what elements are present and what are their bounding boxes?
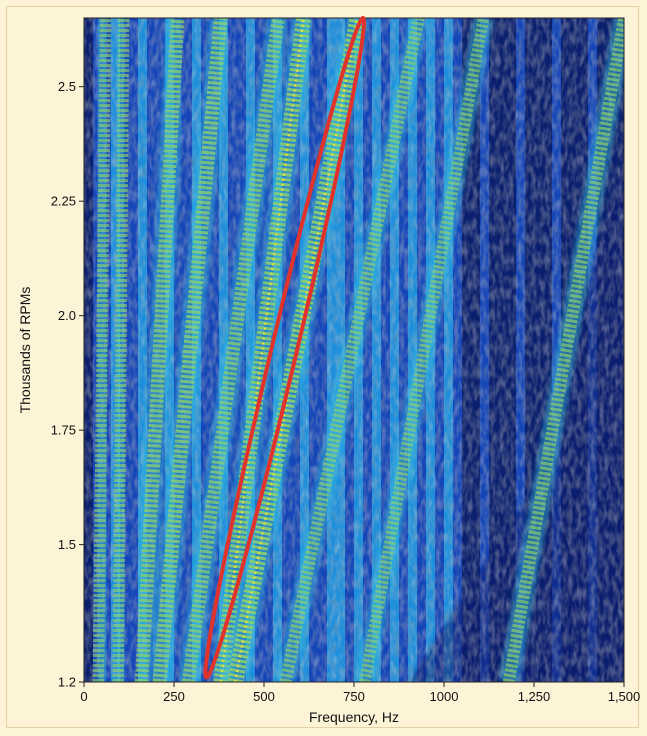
y-tick-label: 2.25 [51, 194, 76, 209]
order-track [502, 18, 624, 682]
x-tick-label: 1000 [430, 689, 459, 704]
order-track [112, 18, 130, 682]
annotation-layer [203, 15, 366, 680]
order-track [181, 18, 285, 682]
order-tracks [88, 18, 624, 682]
order-track-peak [219, 18, 305, 682]
order-track [134, 18, 185, 682]
chart-frame [6, 6, 639, 728]
x-tick-label: 750 [343, 689, 365, 704]
y-tick-label: 1.5 [58, 537, 76, 552]
x-tick-label: 1,500 [608, 689, 641, 704]
x-tick-label: 250 [163, 689, 185, 704]
order-track [92, 18, 112, 682]
x-tick-label: 500 [253, 689, 275, 704]
x-tick-label: 1,250 [518, 689, 551, 704]
y-tick-label: 1.2 [58, 675, 76, 690]
order-track [152, 18, 228, 682]
y-tick-label: 2.0 [58, 308, 76, 323]
order-track [359, 18, 490, 682]
y-axis: 1.2 1.5 1.75 2.0 2.25 2.5 [51, 79, 84, 690]
y-tick-label: 1.75 [51, 423, 76, 438]
y-axis-title: Thousands of RPMs [17, 287, 33, 414]
x-axis: 0 250 500 750 1000 1,250 1,500 [80, 682, 640, 704]
y-tick-label: 2.5 [58, 79, 76, 94]
x-tick-label: 0 [80, 689, 87, 704]
highlight-ellipse [203, 15, 366, 680]
x-axis-title: Frequency, Hz [309, 709, 399, 725]
order-track [279, 18, 425, 682]
